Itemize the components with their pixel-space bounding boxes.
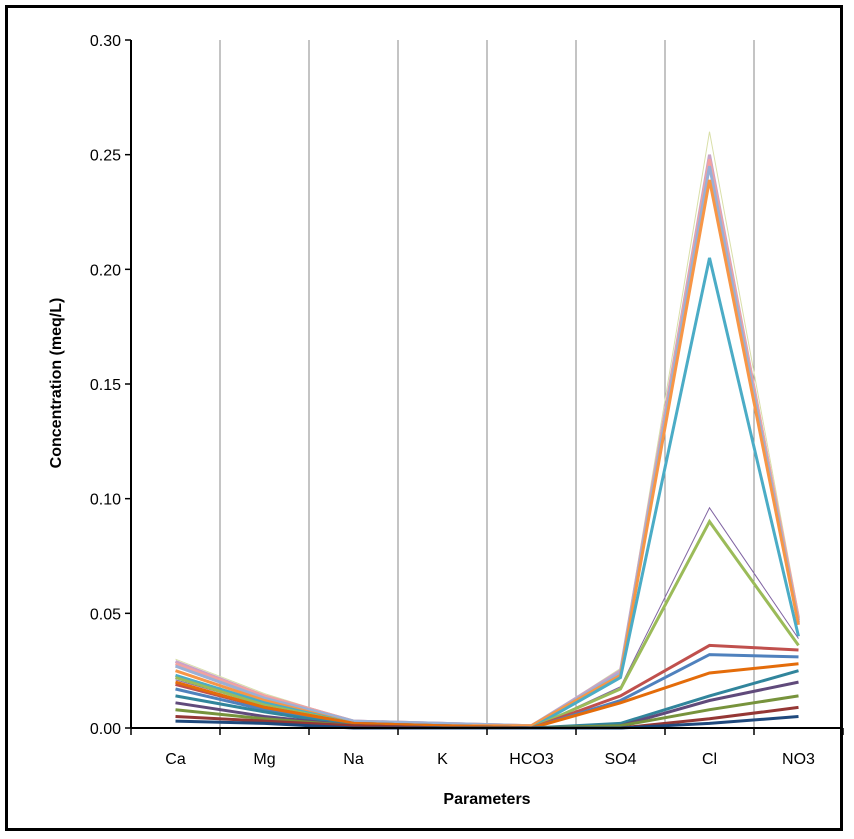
- x-tick-label-so4: SO4: [604, 751, 636, 768]
- y-tick-labels: 0.00 0.05 0.10 0.15 0.20 0.25 0.30: [90, 33, 121, 738]
- x-tick-label-mg: Mg: [253, 751, 275, 768]
- y-tick-label: 0.20: [90, 262, 121, 279]
- x-tick-label-hco3: HCO3: [509, 751, 554, 768]
- axes: [125, 39, 844, 735]
- x-tick-label-no3: NO3: [782, 751, 815, 768]
- y-tick-label: 0.05: [90, 606, 121, 623]
- y-tick-label: 0.10: [90, 492, 121, 509]
- gridlines: [219, 40, 755, 728]
- x-axis-title: Parameters: [443, 791, 530, 808]
- x-tick-label-cl: Cl: [702, 751, 717, 768]
- x-tick-label-k: K: [437, 751, 448, 768]
- y-axis-title: Concentration (meq/L): [48, 298, 65, 469]
- y-tick-label: 0.25: [90, 148, 121, 165]
- y-tick-label: 0.30: [90, 33, 121, 50]
- x-tick-label-na: Na: [343, 751, 364, 768]
- x-tick-label-ca: Ca: [165, 751, 186, 768]
- y-tick-label: 0.15: [90, 377, 121, 394]
- x-tick-labels: Ca Mg Na K HCO3 SO4 Cl NO3: [165, 751, 815, 768]
- chart-frame: [5, 5, 843, 831]
- y-tick-label: 0.00: [90, 721, 121, 738]
